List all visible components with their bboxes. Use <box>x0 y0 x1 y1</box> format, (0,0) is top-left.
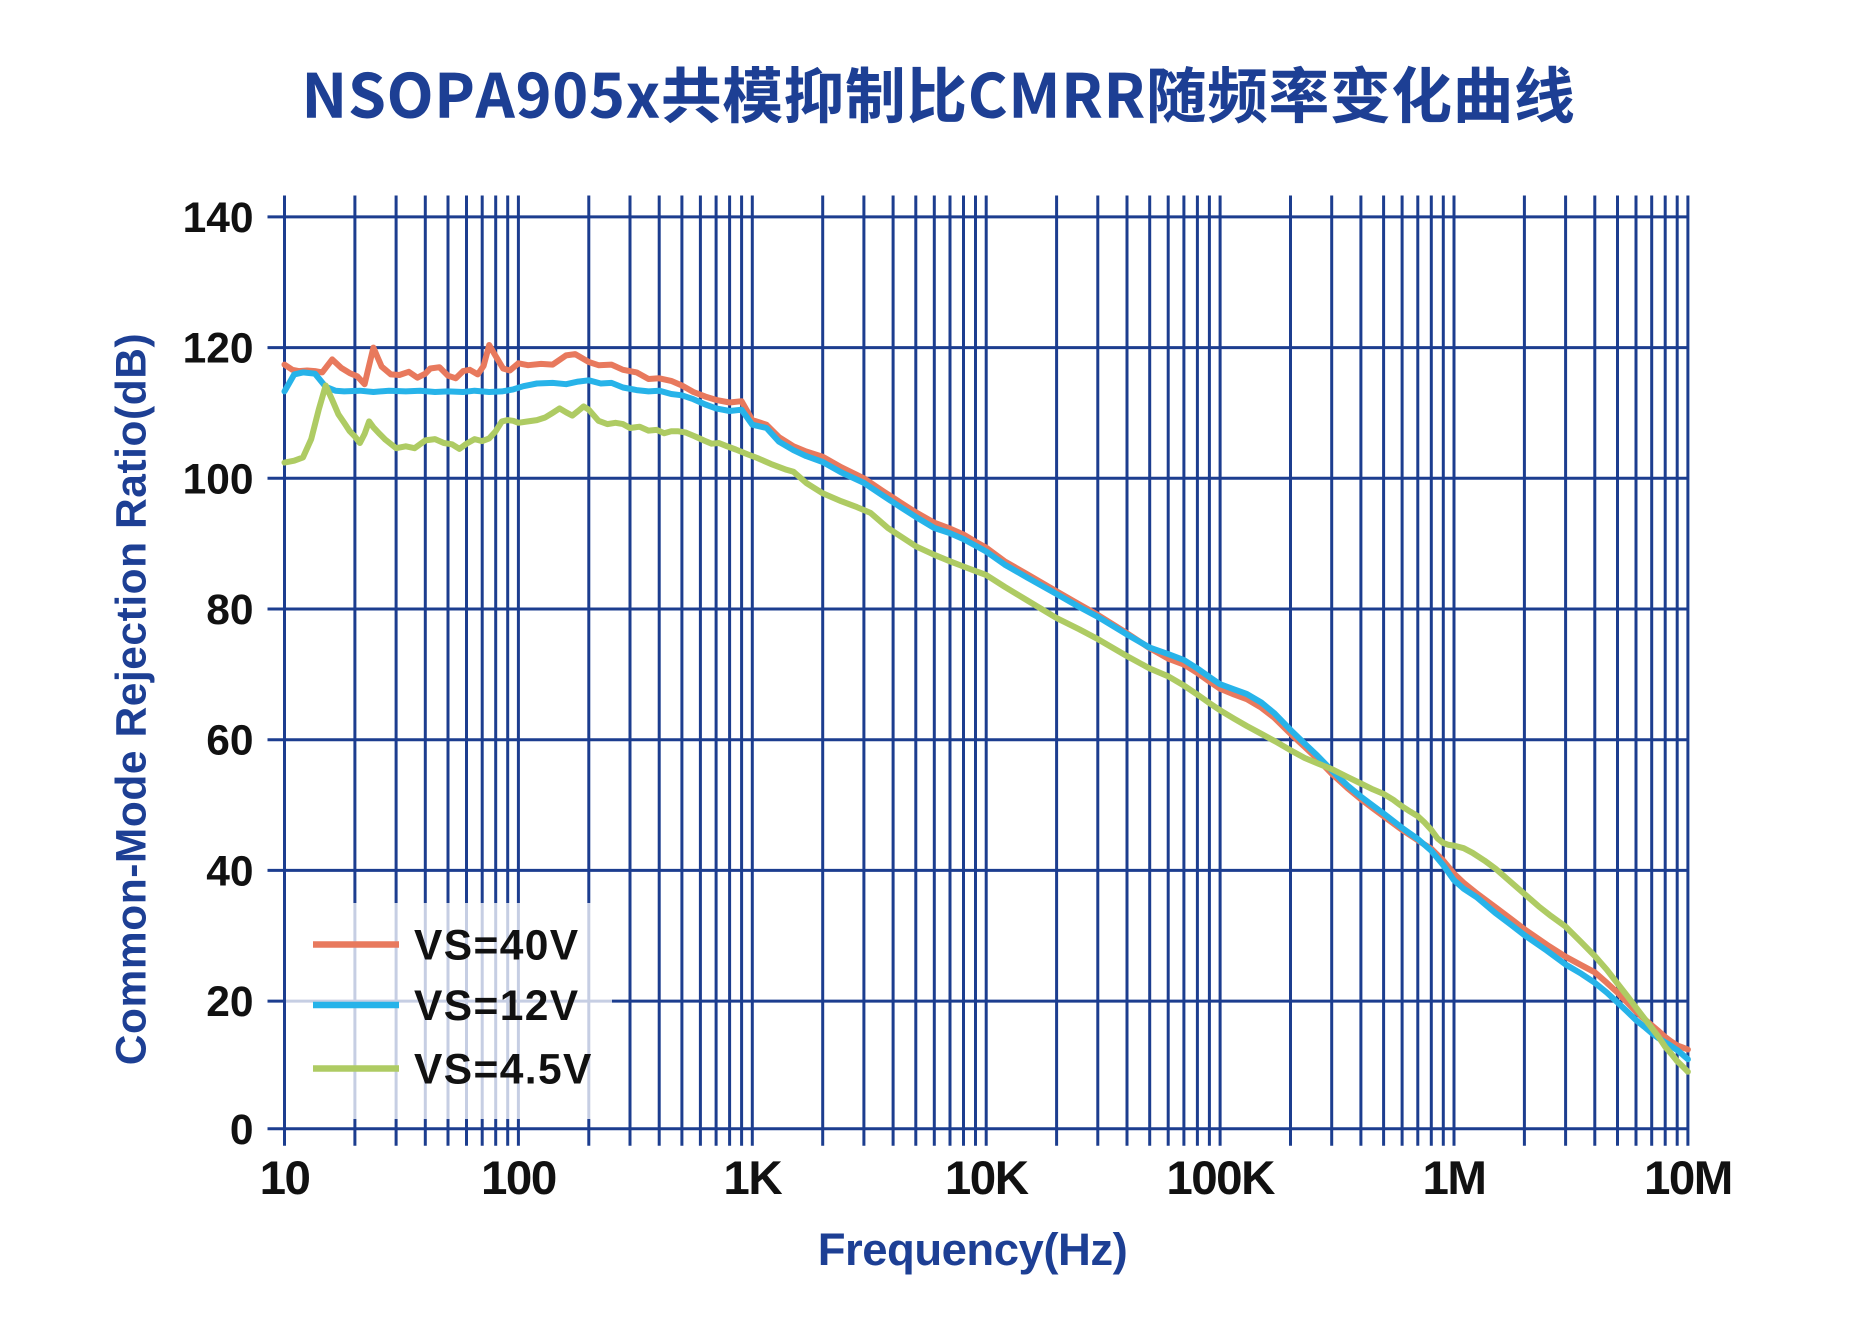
svg-text:1K: 1K <box>723 1152 782 1205</box>
svg-text:0: 0 <box>230 1107 254 1154</box>
svg-text:10K: 10K <box>945 1152 1029 1205</box>
svg-text:VS=4.5V: VS=4.5V <box>414 1047 593 1094</box>
svg-text:10M: 10M <box>1644 1152 1732 1205</box>
svg-text:VS=40V: VS=40V <box>414 923 580 970</box>
svg-text:40: 40 <box>206 848 253 895</box>
svg-text:20: 20 <box>206 979 253 1026</box>
svg-text:Frequency(Hz): Frequency(Hz) <box>818 1224 1128 1275</box>
svg-text:1M: 1M <box>1423 1152 1486 1205</box>
svg-text:VS=12V: VS=12V <box>414 983 580 1030</box>
svg-text:10: 10 <box>260 1152 310 1205</box>
svg-text:100: 100 <box>481 1152 556 1205</box>
svg-text:140: 140 <box>183 195 254 242</box>
svg-text:100K: 100K <box>1166 1152 1275 1205</box>
svg-text:100: 100 <box>183 456 254 503</box>
svg-text:Common-Mode Rejection Ratio(dB: Common-Mode Rejection Ratio(dB) <box>109 333 156 1065</box>
svg-text:80: 80 <box>206 587 253 634</box>
svg-text:120: 120 <box>183 326 254 373</box>
svg-text:60: 60 <box>206 718 253 765</box>
